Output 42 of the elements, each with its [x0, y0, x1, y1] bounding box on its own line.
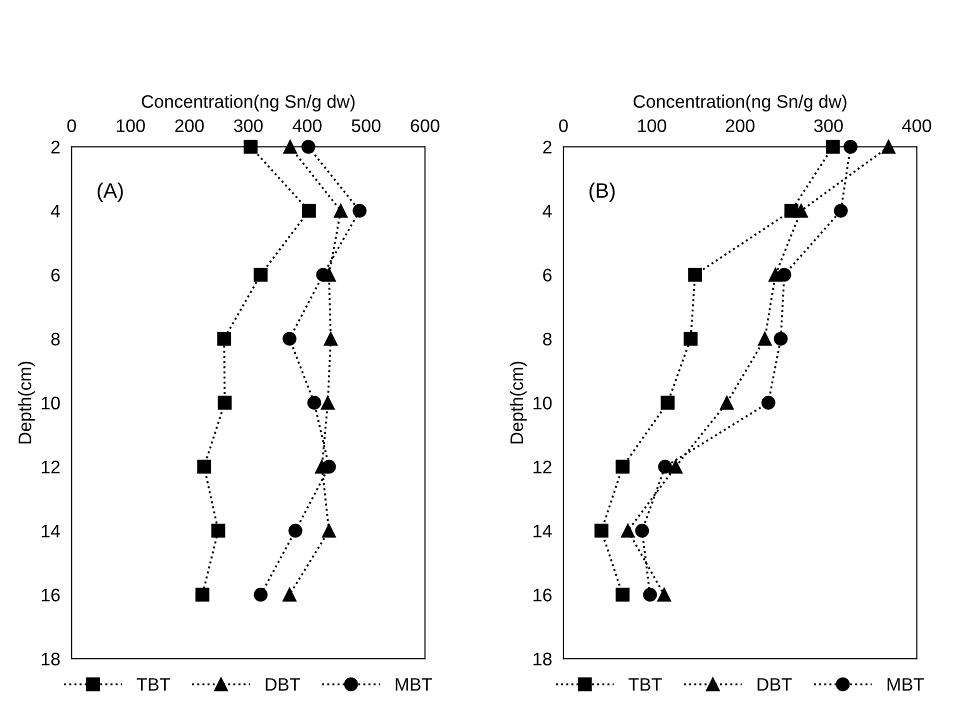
x-tick-label: 100 — [116, 119, 145, 132]
y-axis-title: Depth(cm) — [510, 362, 527, 444]
y-tick-label: 14 — [42, 524, 60, 538]
x-tick-label: 300 — [814, 119, 843, 132]
y-tick-label: 10 — [534, 396, 552, 410]
y-tick-label: 6 — [543, 268, 552, 282]
legend-label: TBT — [628, 678, 662, 691]
y-tick-label: 16 — [534, 588, 552, 602]
x-axis-title: Concentration(ng Sn/g dw) — [142, 94, 355, 112]
y-tick-label: 8 — [543, 332, 552, 346]
x-tick-label: 400 — [902, 119, 932, 132]
y-tick-label: 14 — [534, 524, 552, 538]
y-tick-label: 2 — [51, 140, 60, 154]
y-tick-label: 2 — [543, 140, 552, 154]
y-tick-label: 16 — [42, 588, 60, 602]
legend-label: TBT — [136, 678, 170, 691]
y-axis-title: Depth(cm) — [18, 362, 35, 444]
y-tick-label: 4 — [50, 204, 60, 218]
legend-label: DBT — [758, 678, 792, 691]
legend-label: MBT — [888, 678, 924, 691]
x-tick-label: 200 — [175, 119, 204, 132]
x-tick-label: 400 — [292, 119, 322, 132]
y-tick-label: 10 — [42, 396, 60, 410]
x-tick-label: 0 — [559, 119, 568, 132]
y-tick-label: 4 — [542, 204, 552, 218]
y-tick-label: 12 — [42, 460, 60, 474]
x-tick-label: 0 — [67, 119, 76, 132]
x-tick-label: 200 — [726, 119, 754, 132]
y-tick-label: 12 — [534, 460, 552, 474]
x-tick-label: 600 — [410, 119, 440, 132]
legend-label: MBT — [396, 678, 432, 691]
x-tick-label: 100 — [638, 119, 666, 132]
x-tick-label: 300 — [234, 119, 263, 132]
y-tick-label: 8 — [51, 332, 60, 346]
y-tick-label: 6 — [51, 268, 60, 282]
x-axis-title: Concentration(ng Sn/g dw) — [634, 94, 846, 112]
annotation: (A) — [98, 182, 123, 202]
annotation: (B) — [589, 182, 615, 202]
x-tick-label: 500 — [352, 119, 380, 132]
y-tick-label: 18 — [534, 652, 552, 666]
legend-label: DBT — [266, 678, 300, 691]
y-tick-label: 18 — [42, 652, 60, 666]
